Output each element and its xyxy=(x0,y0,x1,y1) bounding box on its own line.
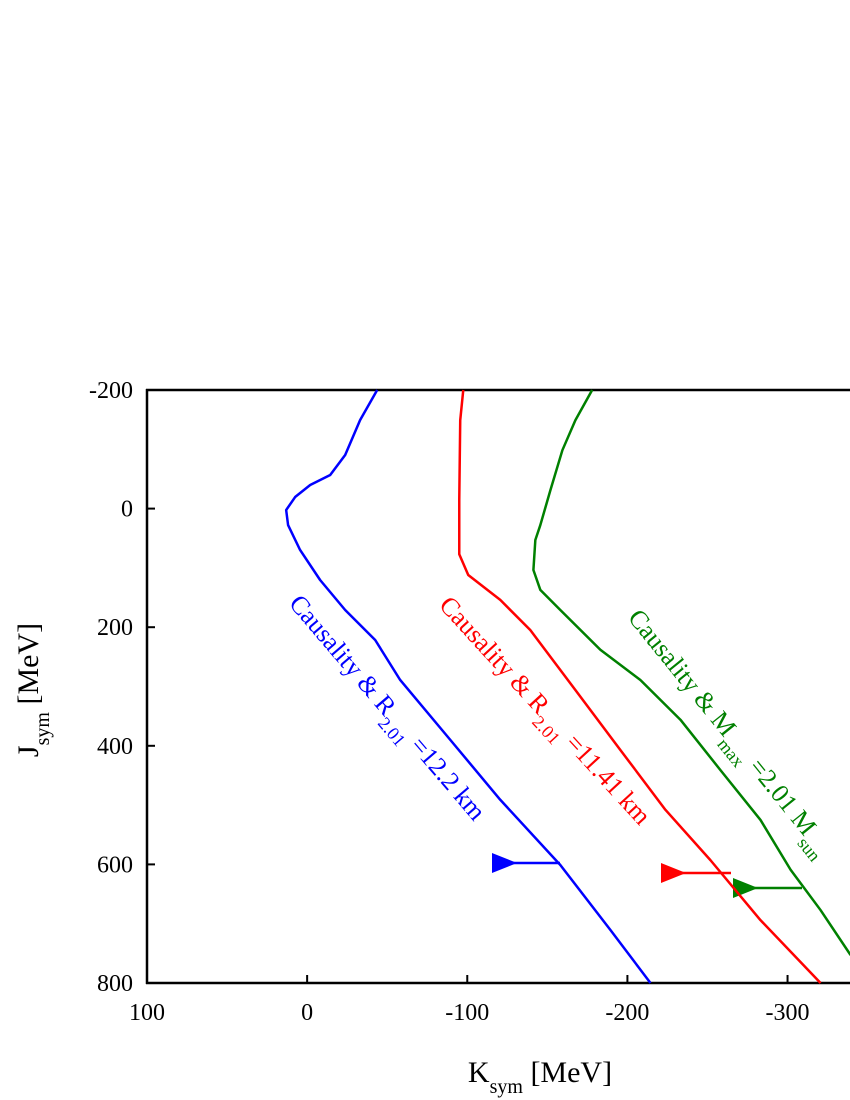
label-part: sym xyxy=(32,712,54,746)
frame xyxy=(145,388,850,985)
x-tick-label: 100 xyxy=(129,1000,165,1026)
y-tick-label: -200 xyxy=(89,378,133,404)
y-tick-label: 200 xyxy=(97,615,133,641)
label-part: J xyxy=(12,745,45,757)
line xyxy=(532,389,850,956)
annotation-part: Causality & R xyxy=(434,590,556,720)
y-tick-label: 800 xyxy=(97,971,133,997)
y_label: Jsym [MeV] xyxy=(12,623,54,757)
label-part: [MeV] xyxy=(523,1056,612,1089)
y-tick-label: 0 xyxy=(121,497,133,523)
line xyxy=(458,389,822,984)
y-tick-label: 400 xyxy=(97,734,133,760)
line xyxy=(284,389,652,984)
x_label: Ksym [MeV] xyxy=(468,1056,612,1098)
annotation-part: =2.01 M xyxy=(739,748,822,841)
x-tick-label: 0 xyxy=(301,1000,313,1026)
label-part: [MeV] xyxy=(12,623,45,712)
label-part: K xyxy=(468,1056,490,1089)
x-tick-label: -300 xyxy=(766,1000,810,1026)
annotation-part: =12.2 km xyxy=(401,726,492,826)
label-part: sym xyxy=(490,1076,524,1098)
arrows xyxy=(492,853,802,898)
x-tick-label: -200 xyxy=(605,1000,649,1026)
y-tick-label: 600 xyxy=(97,852,133,878)
x-tick-label: -100 xyxy=(445,1000,489,1026)
annotation: Causality & Mmax =2.01 Msun xyxy=(616,604,838,866)
